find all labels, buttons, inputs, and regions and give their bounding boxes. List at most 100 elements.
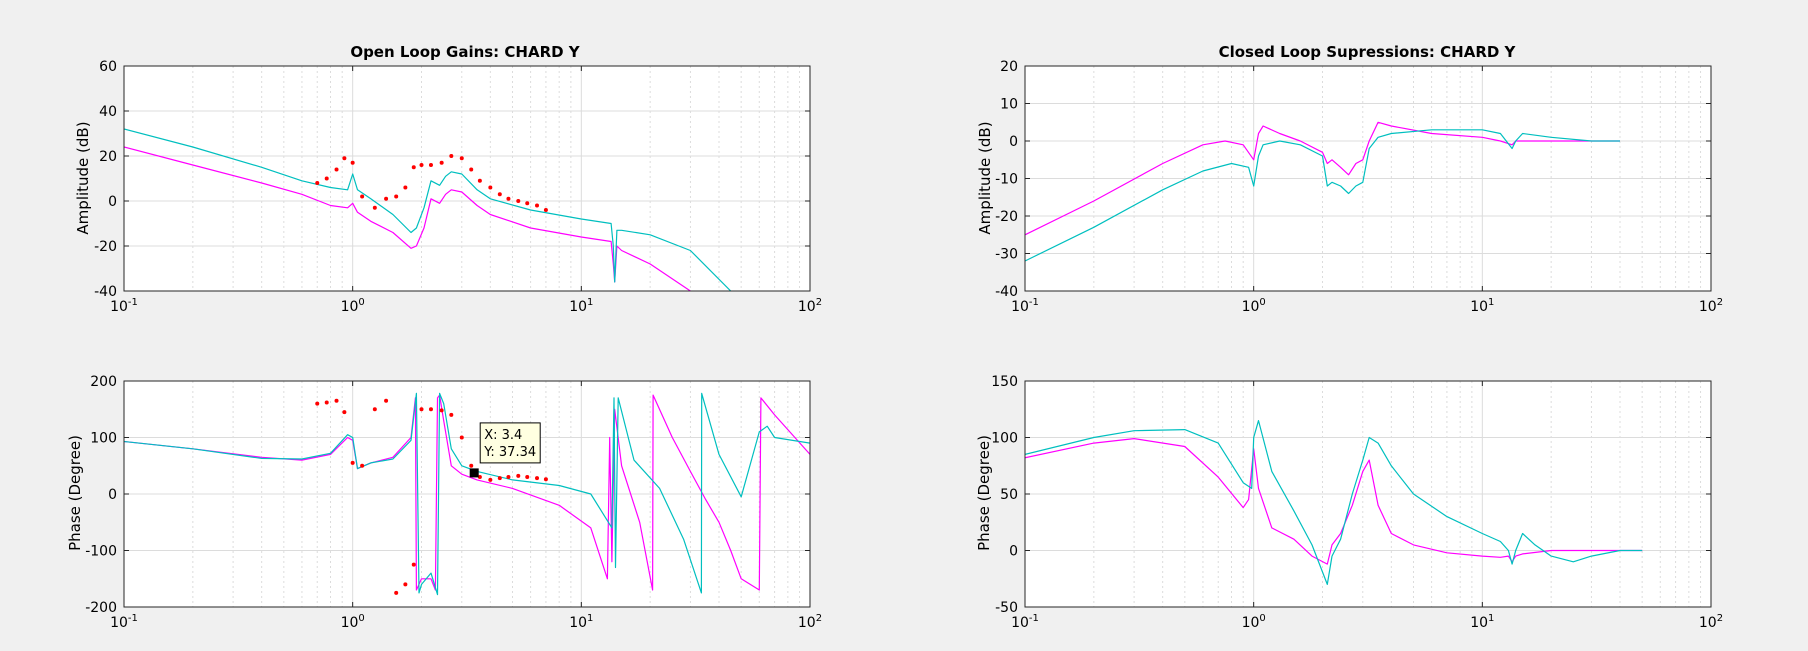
data-point <box>419 407 424 412</box>
x-tick-base: 10 <box>1242 615 1260 631</box>
y-tick-label: 100 <box>90 431 117 447</box>
y-tick-label: -40 <box>94 284 117 300</box>
x-tick-base: 10 <box>1011 615 1029 631</box>
y-tick-label: 40 <box>99 104 117 120</box>
data-point <box>394 590 399 595</box>
plot-area <box>124 66 810 291</box>
data-point <box>384 196 389 201</box>
y-tick-label: 50 <box>1000 487 1018 503</box>
y-tick-label: 60 <box>99 59 117 75</box>
x-tick-exponent: -1 <box>1029 297 1039 308</box>
x-tick-label: 101 <box>569 297 593 315</box>
data-point <box>449 154 454 158</box>
data-point <box>428 163 433 167</box>
x-tick-exponent: 1 <box>1488 613 1494 624</box>
x-tick-exponent: 1 <box>587 297 593 308</box>
x-tick-base: 10 <box>1699 299 1717 315</box>
x-tick-base: 10 <box>110 615 128 631</box>
data-point <box>449 412 454 417</box>
x-tick-label: 100 <box>1242 297 1266 315</box>
x-tick-label: 102 <box>1699 297 1723 315</box>
open-loop-amplitude-axes: Open Loop Gains: CHARD Y Amplitude (dB) … <box>74 43 822 315</box>
x-tick-base: 10 <box>798 299 816 315</box>
x-tick-base: 10 <box>569 615 587 631</box>
data-point <box>543 208 548 212</box>
data-point <box>469 463 474 468</box>
x-tick-exponent: -1 <box>1029 613 1039 624</box>
y-tick-label: -20 <box>94 239 117 255</box>
open-loop-phase-ylabel: Phase (Degree) <box>66 435 84 551</box>
x-tick-label: 10-1 <box>110 297 138 315</box>
data-tip-box <box>479 422 541 464</box>
data-point <box>525 201 530 206</box>
y-tick-label: -100 <box>85 544 117 560</box>
data-point <box>497 476 502 481</box>
x-tick-base: 10 <box>1011 299 1029 315</box>
x-tick-label: 10-1 <box>110 613 138 631</box>
y-tick-label: 10 <box>1000 97 1018 113</box>
data-point <box>469 167 474 172</box>
data-point <box>315 181 320 185</box>
y-tick-label: -40 <box>995 284 1018 300</box>
data-tip[interactable]: X: 3.4 Y: 37.34 <box>469 422 541 478</box>
data-point <box>342 410 347 415</box>
x-tick-exponent: 1 <box>587 613 593 624</box>
x-tick-base: 10 <box>1699 615 1717 631</box>
x-tick-label: 10-1 <box>1011 297 1039 315</box>
x-tick-base: 10 <box>798 615 816 631</box>
data-point <box>506 196 511 201</box>
data-point <box>403 185 408 190</box>
axes-box <box>123 65 811 292</box>
x-tick-base: 10 <box>341 299 359 315</box>
x-tick-label: 100 <box>341 613 365 631</box>
x-tick-exponent: -1 <box>128 613 138 624</box>
y-tick-label: 0 <box>1009 544 1018 560</box>
y-tick-label: -50 <box>995 600 1018 616</box>
x-tick-exponent: 1 <box>1488 297 1494 308</box>
data-point <box>516 473 521 478</box>
closed-loop-phase-ylabel: Phase (Degree) <box>975 435 993 551</box>
y-tick-label: 0 <box>108 487 117 503</box>
closed-loop-amplitude-axes: Closed Loop Supressions: CHARD Y Amplitu… <box>976 43 1723 315</box>
y-tick-label: -200 <box>85 600 117 616</box>
data-point <box>459 156 464 161</box>
x-tick-label: 100 <box>341 297 365 315</box>
closed-loop-amplitude-ylabel: Amplitude (dB) <box>976 121 994 234</box>
open-loop-title: Open Loop Gains: CHARD Y <box>350 43 580 61</box>
x-tick-exponent: -1 <box>128 297 138 308</box>
data-point <box>497 192 502 197</box>
data-point <box>403 582 408 587</box>
data-point <box>334 167 339 172</box>
data-tip-y: Y: 37.34 <box>483 445 536 460</box>
x-tick-base: 10 <box>341 615 359 631</box>
data-layer <box>124 128 732 291</box>
data-tip-marker[interactable] <box>469 468 479 478</box>
series-line-cyan <box>124 128 732 291</box>
data-point <box>459 435 464 440</box>
y-tick-label: 0 <box>1009 134 1018 150</box>
data-layer <box>1025 420 1643 585</box>
data-point <box>411 562 416 567</box>
x-tick-exponent: 2 <box>816 613 822 624</box>
data-point <box>360 194 365 199</box>
data-point <box>411 165 416 170</box>
x-tick-label: 102 <box>798 297 822 315</box>
data-point <box>535 476 540 481</box>
data-point <box>525 475 530 480</box>
data-point <box>516 199 521 203</box>
data-point <box>372 407 377 412</box>
data-layer <box>124 392 810 596</box>
x-tick-label: 102 <box>798 613 822 631</box>
data-point <box>372 205 377 210</box>
series-line-magenta <box>1025 121 1620 236</box>
x-tick-base: 10 <box>569 299 587 315</box>
y-tick-label: 150 <box>991 374 1018 390</box>
data-point <box>360 463 365 468</box>
y-tick-label: 0 <box>108 194 117 210</box>
y-tick-label: -10 <box>995 172 1018 188</box>
y-tick-label: -20 <box>995 209 1018 225</box>
data-tip-x: X: 3.4 <box>484 428 522 443</box>
